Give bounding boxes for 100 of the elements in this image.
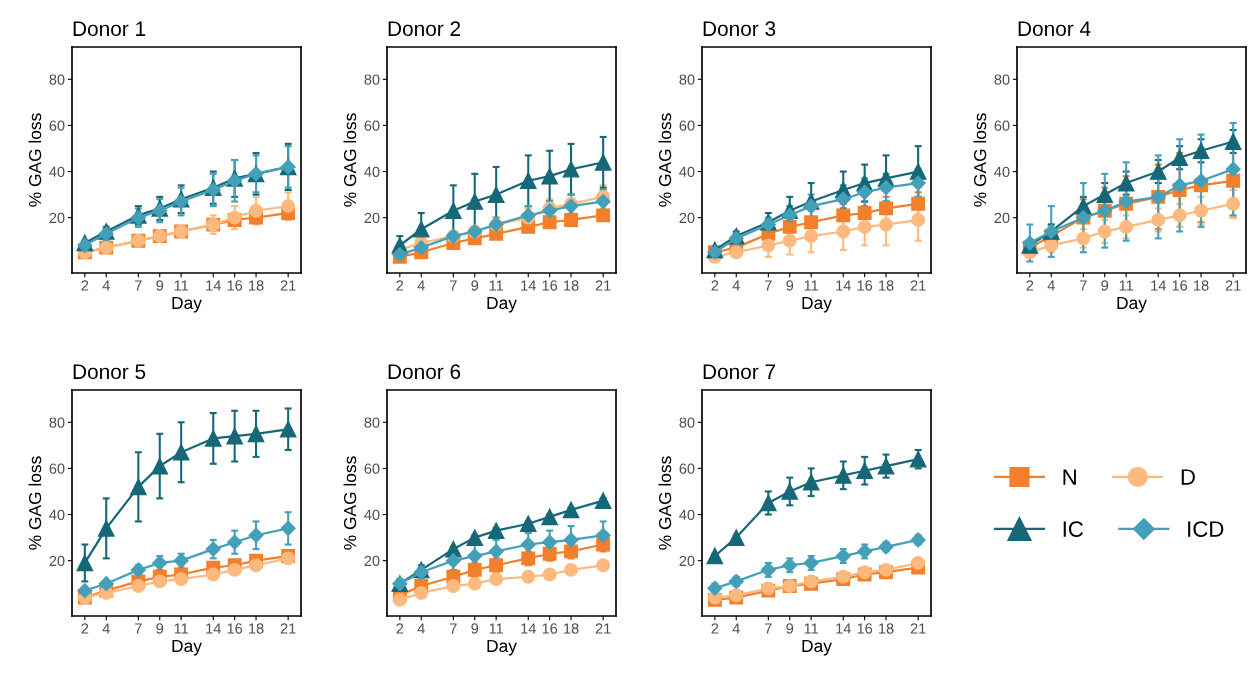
y-axis-title: % GAG loss: [658, 456, 672, 550]
y-tick-label: 20: [49, 555, 65, 567]
x-tick-label: 16: [1172, 280, 1188, 291]
x-tick-label: 14: [521, 280, 536, 291]
y-tick-label: 40: [49, 509, 65, 520]
x-tick-label: 4: [417, 623, 425, 634]
legend-label: IC: [1063, 521, 1084, 537]
x-tick-label: 14: [836, 623, 851, 634]
x-tick-label: 2: [81, 623, 89, 634]
chart-title: Donor 4: [1018, 21, 1091, 37]
y-axis-title: % GAG loss: [343, 113, 357, 207]
y-tick-label: 20: [49, 212, 65, 224]
x-tick-label: 7: [135, 280, 142, 291]
x-tick-label: 2: [711, 623, 719, 634]
x-tick-label: 7: [765, 623, 772, 634]
legend-label: N: [1063, 469, 1076, 485]
y-tick-label: 20: [679, 555, 695, 567]
chart-title: Donor 6: [388, 364, 461, 380]
x-tick-label: 11: [489, 623, 504, 634]
x-tick-label: 7: [135, 623, 142, 634]
x-tick-label: 18: [879, 623, 894, 634]
x-tick-label: 18: [879, 280, 894, 291]
x-tick-label: 7: [1080, 280, 1087, 291]
x-axis-title: Day: [487, 639, 517, 656]
chart-title: Donor 5: [73, 364, 146, 380]
x-tick-label: 7: [765, 280, 772, 291]
x-tick-label: 4: [1047, 280, 1055, 291]
x-tick-label: 16: [857, 623, 873, 634]
y-axis-title: % GAG loss: [28, 113, 42, 207]
x-tick-label: 16: [227, 623, 243, 634]
y-tick-label: 40: [364, 509, 380, 520]
y-axis-title: % GAG loss: [658, 113, 672, 207]
x-tick-label: 16: [542, 623, 558, 634]
x-tick-label: 2: [711, 280, 719, 291]
x-tick-label: 14: [521, 623, 536, 634]
y-tick-label: 40: [679, 509, 695, 520]
legend-label: D: [1181, 469, 1195, 485]
x-tick-label: 16: [857, 280, 873, 291]
x-tick-label: 4: [102, 623, 110, 634]
x-tick-label: 21: [280, 280, 296, 291]
x-tick-label: 21: [910, 280, 926, 291]
chart-title: Donor 3: [703, 21, 776, 37]
y-tick-label: 80: [49, 74, 65, 85]
y-tick-label: 20: [679, 212, 695, 224]
x-tick-label: 11: [489, 280, 504, 291]
y-tick-label: 40: [994, 166, 1010, 177]
x-tick-label: 18: [249, 280, 264, 291]
x-axis-title: Day: [172, 639, 202, 656]
x-tick-label: 4: [732, 280, 740, 291]
x-tick-label: 16: [227, 280, 243, 291]
x-tick-label: 21: [910, 623, 926, 634]
chart-title: Donor 2: [388, 21, 461, 37]
y-tick-label: 20: [364, 212, 380, 224]
x-axis-title: Day: [802, 639, 832, 656]
x-tick-label: 11: [1119, 280, 1134, 291]
y-tick-label: 60: [679, 120, 695, 131]
x-tick-label: 7: [450, 623, 457, 634]
chart-title: Donor 7: [703, 364, 776, 380]
x-axis-title: Day: [802, 296, 832, 313]
x-tick-label: 4: [732, 623, 740, 634]
y-tick-label: 80: [49, 417, 65, 428]
x-tick-label: 18: [564, 280, 579, 291]
x-tick-label: 14: [1151, 280, 1166, 291]
x-tick-label: 14: [206, 623, 221, 634]
legend-label: ICD: [1188, 521, 1224, 537]
x-tick-label: 2: [396, 280, 404, 291]
x-tick-label: 9: [786, 280, 794, 291]
x-tick-label: 7: [450, 280, 457, 291]
x-tick-label: 21: [1225, 280, 1241, 291]
y-tick-label: 80: [994, 74, 1010, 85]
x-tick-label: 16: [542, 280, 558, 291]
x-tick-label: 9: [471, 280, 479, 291]
y-tick-label: 60: [679, 463, 695, 474]
x-tick-label: 9: [786, 623, 794, 634]
y-tick-label: 60: [49, 120, 65, 131]
y-tick-label: 20: [994, 212, 1010, 224]
x-tick-label: 21: [595, 280, 611, 291]
x-axis-title: Day: [1117, 296, 1147, 313]
x-tick-label: 2: [396, 623, 404, 634]
x-tick-label: 11: [174, 623, 189, 634]
y-axis-title: % GAG loss: [343, 456, 357, 550]
y-tick-label: 60: [994, 120, 1010, 131]
x-tick-label: 4: [417, 280, 425, 291]
x-tick-label: 2: [81, 280, 89, 291]
y-tick-label: 60: [49, 463, 65, 474]
y-tick-label: 80: [679, 74, 695, 85]
x-tick-label: 9: [156, 623, 164, 634]
y-tick-label: 80: [679, 417, 695, 428]
x-tick-label: 9: [1101, 280, 1109, 291]
x-tick-label: 4: [102, 280, 110, 291]
y-axis-title: % GAG loss: [973, 113, 987, 207]
x-tick-label: 11: [804, 280, 819, 291]
y-tick-label: 40: [364, 166, 380, 177]
x-tick-label: 14: [206, 280, 221, 291]
x-tick-label: 18: [1194, 280, 1209, 291]
y-tick-label: 60: [364, 463, 380, 474]
x-tick-label: 11: [174, 280, 189, 291]
x-tick-label: 21: [595, 623, 611, 634]
x-tick-label: 21: [280, 623, 296, 634]
y-tick-label: 20: [364, 555, 380, 567]
